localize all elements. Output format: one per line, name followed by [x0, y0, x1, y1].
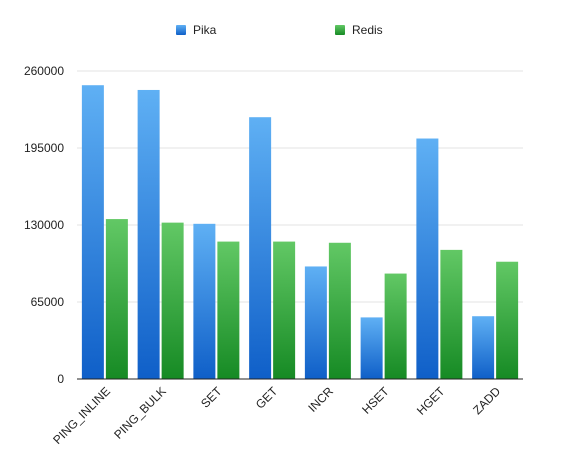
bars — [82, 85, 518, 379]
x-tick-label: PING_INLINE — [50, 384, 113, 447]
x-tick-label: INCR — [305, 384, 336, 415]
bar-redis-ping-bulk — [162, 223, 184, 379]
bar-redis-ping-inline — [106, 219, 128, 379]
bar-pika-ping-inline — [82, 85, 104, 379]
bar-redis-get — [273, 242, 295, 379]
y-tick-label: 260000 — [24, 64, 64, 78]
y-tick-label: 195000 — [24, 141, 64, 155]
bar-pika-hget — [416, 139, 438, 379]
x-tick-label: PING_BULK — [111, 384, 169, 442]
x-tick-label: SET — [198, 384, 225, 411]
bar-redis-incr — [329, 243, 351, 379]
legend-swatch-pika — [176, 25, 186, 35]
y-axis-tick-labels: 0 65000 130000 195000 260000 — [24, 64, 64, 386]
y-tick-label: 65000 — [31, 295, 65, 309]
bar-redis-zadd — [496, 262, 518, 379]
x-tick-label: ZADD — [470, 384, 503, 417]
bar-pika-set — [193, 224, 215, 379]
legend-label-redis: Redis — [352, 23, 383, 37]
y-tick-label: 0 — [57, 372, 64, 386]
legend-item-pika: Pika — [176, 23, 217, 37]
x-tick-label: HGET — [414, 384, 448, 418]
x-tick-label: HSET — [359, 384, 392, 417]
bar-pika-ping-bulk — [138, 90, 160, 379]
legend-swatch-redis — [335, 25, 345, 35]
bar-redis-hset — [385, 274, 407, 379]
y-tick-label: 130000 — [24, 218, 64, 232]
bar-redis-set — [217, 242, 239, 379]
x-tick-label: GET — [253, 384, 281, 412]
legend-label-pika: Pika — [193, 23, 217, 37]
legend-item-redis: Redis — [335, 23, 383, 37]
legend: Pika Redis — [176, 23, 383, 37]
bar-redis-hget — [440, 250, 462, 379]
bar-pika-get — [249, 117, 271, 379]
bar-pika-incr — [305, 266, 327, 379]
bar-pika-hset — [361, 317, 383, 379]
bar-pika-zadd — [472, 316, 494, 379]
